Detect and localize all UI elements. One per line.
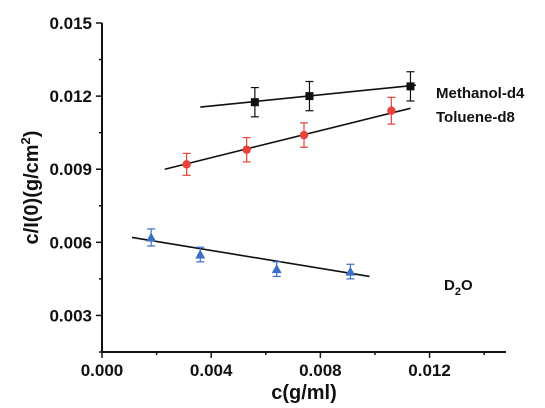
y-tick-label: 0.015 [49, 14, 92, 33]
y-tick-label: 0.003 [49, 306, 92, 325]
data-point-triangle [345, 266, 356, 276]
data-point-circle [242, 145, 251, 154]
data-point-triangle [146, 232, 157, 242]
y-ticks: 0.003 0.006 0.009 0.012 0.015 [49, 14, 102, 353]
data-point-circle [299, 130, 309, 140]
fit-line [131, 236, 370, 278]
x-ticks: 0.000 0.004 0.008 0.012 [81, 352, 485, 380]
fit-lines [131, 84, 416, 278]
data-point-circle [387, 106, 396, 115]
x-tick-label: 0.008 [299, 361, 342, 380]
x-tick-label: 0.012 [408, 361, 451, 380]
data-markers [146, 82, 415, 276]
data-point-triangle [195, 249, 206, 259]
y-axis-title: c/I(0)(g/cm2) [18, 131, 43, 245]
x-tick-label: 0.004 [190, 361, 233, 380]
series-label-d2o: D2O [444, 277, 473, 298]
error-bars [147, 71, 415, 280]
series-label-d2o-subscript: 2 [455, 286, 461, 298]
data-point-triangle [271, 264, 282, 274]
y-axis-title-superscript: 2 [18, 137, 33, 144]
y-tick-label: 0.009 [49, 160, 92, 179]
x-tick-label: 0.000 [81, 361, 124, 380]
data-point-square [250, 98, 259, 107]
series-label-d2o-tail: O [461, 277, 473, 294]
y-axis-title-main: c/I(0)(g/cm [21, 144, 43, 244]
series-label-d2o-main: D [444, 277, 455, 294]
data-point-circle [182, 160, 191, 169]
data-point-square [406, 82, 415, 91]
data-point-square [305, 92, 314, 101]
x-axis-title: c(g/ml) [271, 382, 337, 404]
series-label-methanol-d4: Methanol-d4 [436, 85, 525, 102]
plot-area: 0.000 0.004 0.008 0.012 0.003 0.006 0.009 0.01… [49, 14, 506, 380]
series-label-toluene-d8: Toluene-d8 [436, 109, 515, 126]
y-tick-label: 0.006 [49, 233, 92, 252]
y-axis-title-close: ) [21, 131, 43, 138]
y-tick-label: 0.012 [49, 87, 92, 106]
fit-line [164, 107, 411, 170]
